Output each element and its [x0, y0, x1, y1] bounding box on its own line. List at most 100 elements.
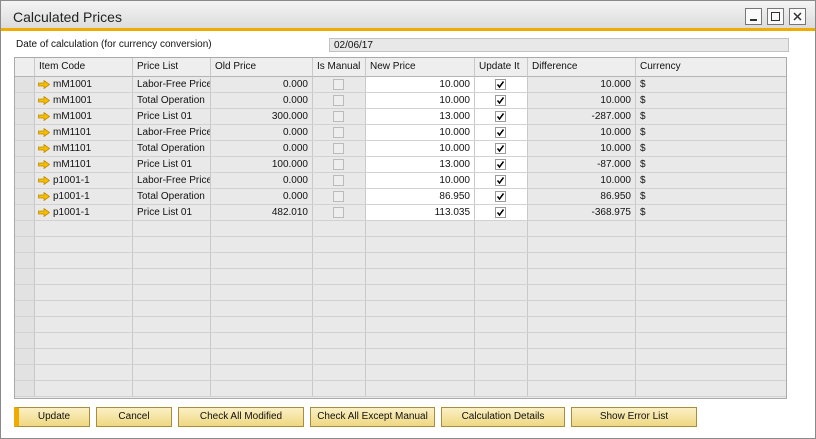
button[interactable]: Cancel [96, 407, 172, 427]
row-header[interactable] [15, 301, 35, 317]
new-price[interactable]: 113.035 [366, 205, 475, 221]
empty-cell [528, 301, 636, 317]
price-list: Labor-Free Price [133, 77, 211, 93]
close-button[interactable] [789, 8, 806, 25]
checkbox[interactable] [495, 175, 506, 186]
column-header[interactable]: Price List [133, 58, 211, 77]
checkbox[interactable] [495, 191, 506, 202]
button[interactable]: Show Error List [571, 407, 697, 427]
maximize-button[interactable] [767, 8, 784, 25]
empty-cell [528, 253, 636, 269]
checkbox-cell [313, 157, 366, 173]
row-header[interactable] [15, 285, 35, 301]
empty-cell [528, 221, 636, 237]
new-price[interactable]: 13.000 [366, 157, 475, 173]
link-arrow[interactable] [38, 127, 51, 140]
empty-cell [366, 285, 475, 301]
difference: 86.950 [528, 189, 636, 205]
new-price[interactable]: 10.000 [366, 93, 475, 109]
checkbox-cell [313, 77, 366, 93]
column-header[interactable]: Old Price [211, 58, 313, 77]
row-header[interactable] [15, 317, 35, 333]
empty-cell [636, 301, 786, 317]
empty-cell [133, 349, 211, 365]
new-price[interactable]: 13.000 [366, 109, 475, 125]
checkbox[interactable] [495, 159, 506, 170]
row-header[interactable] [15, 381, 35, 397]
item-code: p1001-1 [35, 189, 133, 205]
row-header[interactable] [15, 125, 35, 141]
minimize-button[interactable] [745, 8, 762, 25]
empty-cell [211, 349, 313, 365]
column-header[interactable]: Is Manual [313, 58, 366, 77]
date-field[interactable]: 02/06/17 [329, 38, 789, 52]
row-header[interactable] [15, 189, 35, 205]
checkbox[interactable] [495, 95, 506, 106]
column-header[interactable]: Currency [636, 58, 786, 77]
row-header[interactable] [15, 221, 35, 237]
item-code: mM1001 [35, 109, 133, 125]
link-arrow[interactable] [38, 111, 51, 124]
new-price[interactable]: 10.000 [366, 141, 475, 157]
checkbox[interactable] [495, 111, 506, 122]
column-header[interactable]: Difference [528, 58, 636, 77]
old-price: 0.000 [211, 173, 313, 189]
checkbox[interactable] [495, 127, 506, 138]
row-header[interactable] [15, 349, 35, 365]
checkbox [333, 95, 344, 106]
link-arrow[interactable] [38, 79, 51, 92]
link-arrow[interactable] [38, 175, 51, 188]
empty-cell [133, 317, 211, 333]
new-price[interactable]: 86.950 [366, 189, 475, 205]
button[interactable]: Calculation Details [441, 407, 565, 427]
link-arrow[interactable] [38, 207, 51, 220]
button[interactable]: Check All Modified [178, 407, 304, 427]
row-header[interactable] [15, 93, 35, 109]
empty-cell [528, 317, 636, 333]
empty-cell [211, 221, 313, 237]
button[interactable]: Update [14, 407, 90, 427]
column-header[interactable]: Update It [475, 58, 528, 77]
checkbox-cell [313, 141, 366, 157]
row-header[interactable] [15, 157, 35, 173]
row-header[interactable] [15, 365, 35, 381]
checkbox[interactable] [495, 143, 506, 154]
empty-cell [35, 365, 133, 381]
title-bar [1, 1, 815, 31]
row-header[interactable] [15, 253, 35, 269]
empty-cell [636, 269, 786, 285]
row-header[interactable] [15, 77, 35, 93]
empty-cell [35, 237, 133, 253]
row-header[interactable] [15, 333, 35, 349]
difference: 10.000 [528, 77, 636, 93]
new-price[interactable]: 10.000 [366, 77, 475, 93]
price-list: Price List 01 [133, 109, 211, 125]
checkbox[interactable] [495, 79, 506, 90]
checkbox-cell [475, 93, 528, 109]
row-header[interactable] [15, 109, 35, 125]
empty-cell [366, 365, 475, 381]
row-header[interactable] [15, 237, 35, 253]
checkbox [333, 79, 344, 90]
row-header[interactable] [15, 141, 35, 157]
row-header[interactable] [15, 269, 35, 285]
link-arrow[interactable] [38, 95, 51, 108]
column-header[interactable]: Item Code [35, 58, 133, 77]
new-price[interactable]: 10.000 [366, 173, 475, 189]
currency: $ [636, 109, 786, 125]
link-arrow[interactable] [38, 143, 51, 156]
row-header[interactable] [15, 205, 35, 221]
column-header[interactable]: New Price [366, 58, 475, 77]
link-arrow[interactable] [38, 191, 51, 204]
link-arrow[interactable] [38, 159, 51, 172]
price-list: Labor-Free Price [133, 173, 211, 189]
checkbox[interactable] [495, 207, 506, 218]
row-header[interactable] [15, 173, 35, 189]
empty-cell [528, 365, 636, 381]
currency: $ [636, 125, 786, 141]
empty-cell [528, 269, 636, 285]
button[interactable]: Check All Except Manual [310, 407, 435, 427]
new-price[interactable]: 10.000 [366, 125, 475, 141]
checkbox-cell [313, 125, 366, 141]
empty-cell [35, 253, 133, 269]
